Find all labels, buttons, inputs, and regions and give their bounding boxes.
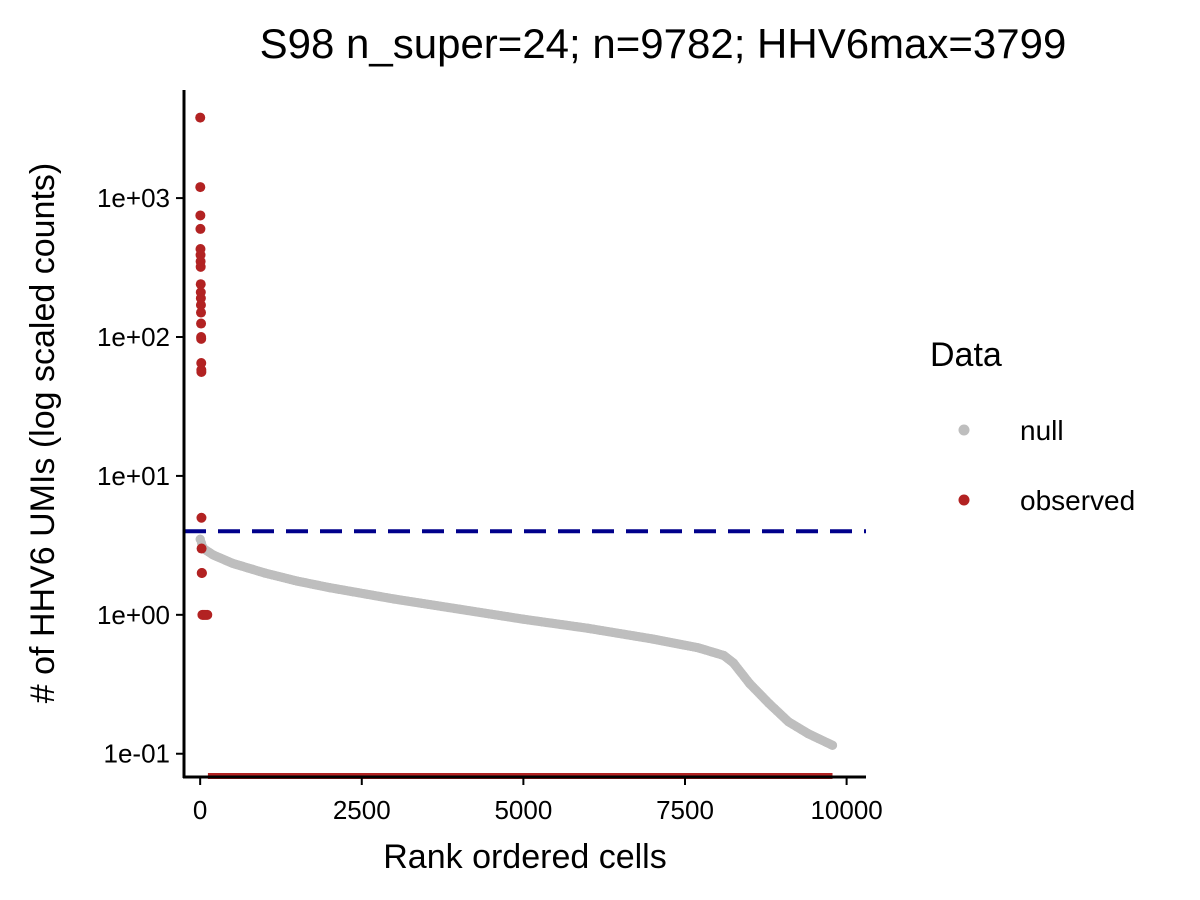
x-tick-label: 2500 (333, 795, 391, 825)
observed-point (196, 333, 207, 344)
y-tick-label: 1e-01 (104, 739, 171, 769)
x-tick-label: 10000 (810, 795, 882, 825)
observed-point (195, 182, 206, 193)
x-axis-title: Rank ordered cells (383, 838, 666, 876)
null-point (583, 623, 593, 633)
axes: 1e-01 1e+00 1e+01 1e+02 1e+03 0 2500 5000 7500 10… (97, 90, 883, 825)
x-tick-label: 7500 (656, 795, 714, 825)
null-point (389, 594, 399, 604)
observed-point (195, 223, 206, 234)
observed-point (195, 261, 206, 272)
null-point (693, 643, 703, 653)
y-tick-label: 1e+00 (97, 600, 170, 630)
y-tick-label: 1e+03 (97, 183, 170, 213)
null-point (803, 728, 813, 739)
observed-point (196, 543, 207, 554)
null-point (292, 576, 302, 586)
observed-point (195, 299, 206, 310)
null-point (764, 698, 774, 709)
observed-point (196, 568, 207, 579)
null-point (648, 634, 658, 644)
observed-point (196, 366, 207, 377)
observed-point (195, 112, 206, 123)
null-point (454, 604, 464, 614)
legend-label-null: null (1020, 415, 1064, 446)
legend-marker-observed (958, 494, 970, 506)
observed-point (196, 357, 207, 368)
observed-point (196, 512, 207, 523)
null-point (827, 740, 838, 750)
plot-area (184, 112, 866, 779)
legend-label-observed: observed (1020, 485, 1135, 516)
legend: Data null observed (930, 336, 1135, 516)
observed-point (202, 609, 213, 620)
y-tick-label: 1e+02 (97, 322, 170, 352)
null-point (783, 717, 794, 727)
null-point (260, 568, 270, 578)
null-point (719, 650, 729, 661)
legend-marker-null (958, 424, 970, 436)
legend-title: Data (930, 336, 1002, 374)
chart-title: S98 n_super=24; n=9782; HHV6max=3799 (260, 20, 1067, 67)
null-point (518, 614, 528, 624)
x-tick-label: 0 (193, 795, 207, 825)
null-point (227, 558, 238, 568)
y-tick-label: 1e+01 (97, 461, 170, 491)
null-point (324, 583, 335, 593)
observed-point (195, 210, 206, 221)
series-null (195, 534, 838, 750)
observed-point (195, 279, 206, 290)
y-axis-title: # of HHV6 UMIs (log scaled counts) (24, 163, 62, 703)
observed-point (196, 318, 207, 329)
null-point (208, 550, 218, 560)
null-point (195, 534, 205, 544)
null-point (728, 658, 739, 668)
series-observed (195, 112, 833, 779)
legend-items: null observed (958, 415, 1135, 516)
observed-point (196, 307, 207, 318)
x-tick-label: 5000 (494, 795, 552, 825)
null-point (745, 678, 755, 689)
